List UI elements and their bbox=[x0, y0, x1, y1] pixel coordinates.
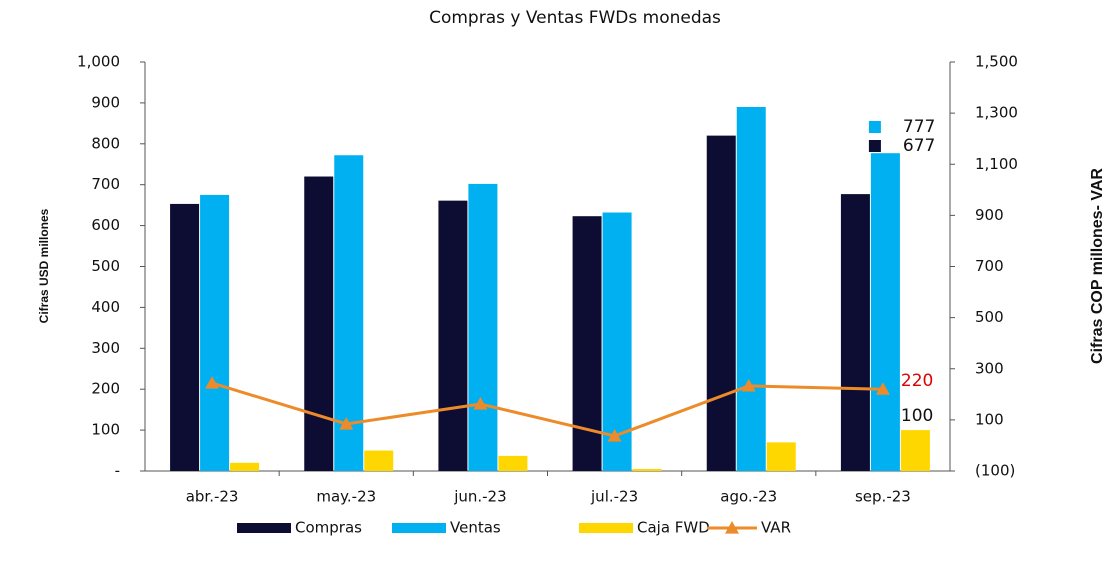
y-tick-label: 200 bbox=[91, 380, 120, 398]
legend-label: VAR bbox=[761, 519, 791, 537]
bar bbox=[900, 430, 930, 471]
legend-swatch bbox=[392, 523, 446, 533]
data-label: 100 bbox=[901, 406, 933, 426]
data-label: 220 bbox=[901, 371, 933, 391]
var-marker bbox=[875, 382, 890, 395]
chart-title: Compras y Ventas FWDs monedas bbox=[429, 8, 721, 28]
bar bbox=[364, 450, 394, 471]
bar bbox=[736, 106, 766, 472]
x-tick-label: jul.-23 bbox=[590, 488, 638, 506]
legend-swatch bbox=[237, 523, 291, 533]
y2-tick-label: 900 bbox=[975, 206, 1004, 224]
bar bbox=[438, 200, 468, 471]
bar bbox=[706, 135, 736, 471]
bar bbox=[200, 194, 230, 472]
y2-tick-label: 1,300 bbox=[975, 104, 1018, 122]
y2-tick-label: (100) bbox=[975, 462, 1015, 480]
bar bbox=[170, 203, 200, 471]
bar bbox=[304, 176, 334, 471]
bar bbox=[632, 468, 662, 471]
label-key bbox=[868, 121, 881, 133]
bar bbox=[334, 155, 364, 471]
var-marker bbox=[607, 428, 622, 442]
y-tick-label: 800 bbox=[91, 134, 120, 152]
bar bbox=[870, 153, 900, 471]
y2-tick-label: 100 bbox=[975, 410, 1004, 428]
y-tick-label: 500 bbox=[91, 257, 120, 275]
x-tick-label: abr.-23 bbox=[186, 488, 239, 506]
bar bbox=[230, 462, 260, 471]
var-marker bbox=[339, 416, 354, 430]
bar bbox=[840, 194, 870, 471]
var-marker bbox=[473, 397, 488, 410]
x-tick-label: ago.-23 bbox=[720, 488, 777, 506]
data-label: 677 bbox=[903, 136, 935, 156]
y-tick-label: 900 bbox=[91, 93, 120, 111]
y2-tick-label: 1,100 bbox=[975, 155, 1018, 173]
y2-tick-label: 1,500 bbox=[975, 53, 1018, 71]
y-tick-label: 1,000 bbox=[77, 53, 120, 71]
y-tick-label: 400 bbox=[91, 298, 120, 316]
y2-axis-title: Cifras COP millones- VAR bbox=[1089, 168, 1106, 364]
x-tick-label: jun.-23 bbox=[453, 488, 506, 506]
y-tick-label: 100 bbox=[91, 421, 120, 439]
bar bbox=[498, 455, 528, 471]
legend-label: Ventas bbox=[450, 519, 501, 537]
y-tick-label: 300 bbox=[91, 339, 120, 357]
y-axis-title: Cifras USD millones bbox=[37, 208, 51, 323]
y-tick-label: 700 bbox=[91, 175, 120, 193]
bar bbox=[766, 442, 796, 471]
var-marker bbox=[205, 376, 220, 389]
legend-label: Compras bbox=[295, 519, 362, 537]
bar bbox=[468, 183, 498, 471]
label-key bbox=[868, 140, 881, 152]
x-tick-label: may.-23 bbox=[316, 488, 376, 506]
y-tick-label: 600 bbox=[91, 216, 120, 234]
legend-swatch bbox=[579, 523, 633, 533]
y2-tick-label: 300 bbox=[975, 359, 1004, 377]
legend-marker bbox=[725, 521, 739, 534]
y-tick-label: - bbox=[115, 462, 120, 480]
y2-tick-label: 700 bbox=[975, 257, 1004, 275]
legend-label: Caja FWD bbox=[637, 519, 710, 537]
x-tick-label: sep.-23 bbox=[855, 488, 911, 506]
var-marker bbox=[741, 378, 756, 392]
y2-tick-label: 500 bbox=[975, 308, 1004, 326]
data-label: 777 bbox=[903, 117, 935, 137]
var-line bbox=[211, 381, 883, 438]
bar bbox=[602, 212, 632, 471]
